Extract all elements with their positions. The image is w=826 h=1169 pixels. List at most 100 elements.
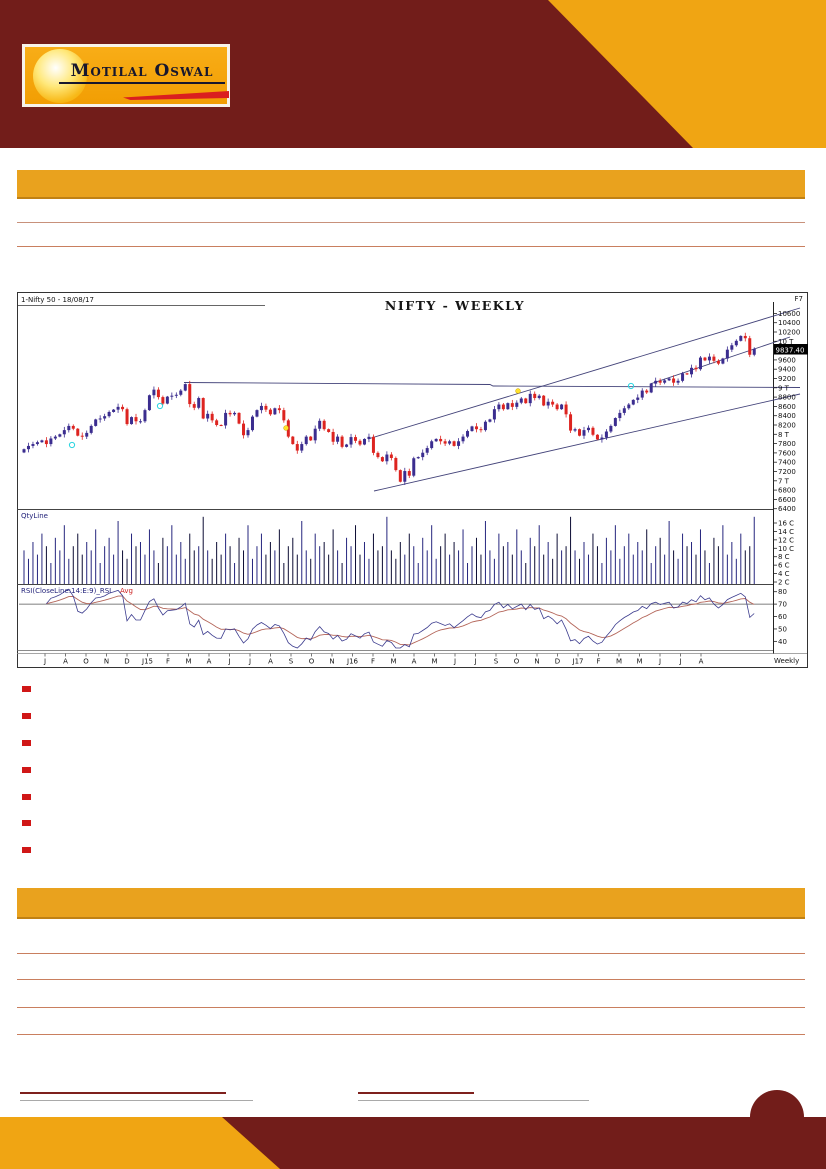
x-tick-label: M bbox=[616, 658, 622, 666]
price-tick-label: 10200 bbox=[778, 329, 800, 337]
price-tick-label: 7400 bbox=[778, 459, 796, 467]
candle-body bbox=[282, 410, 286, 421]
candle-body bbox=[165, 396, 169, 404]
candle-body bbox=[613, 418, 617, 426]
signature-underline-left bbox=[20, 1100, 253, 1101]
candle-body bbox=[376, 452, 380, 458]
cyan-circle-marker bbox=[68, 441, 76, 449]
candle-body bbox=[40, 440, 44, 443]
price-tick-label: 8200 bbox=[778, 422, 796, 430]
candle-body bbox=[138, 421, 142, 423]
rsi-avg-line bbox=[46, 595, 755, 646]
candle-body bbox=[125, 409, 129, 425]
candle-body bbox=[466, 431, 470, 437]
candle-body bbox=[246, 430, 250, 436]
candle-body bbox=[103, 416, 107, 419]
candle-body bbox=[98, 418, 102, 420]
candle-body bbox=[80, 435, 84, 437]
cyan-circle-marker bbox=[156, 402, 164, 410]
candle-body bbox=[224, 412, 228, 426]
bullet-square-icon bbox=[22, 820, 31, 827]
candle-body bbox=[461, 436, 465, 442]
candle-body bbox=[206, 413, 210, 419]
rsi-tick-label: 60 bbox=[778, 613, 787, 621]
candle-body bbox=[318, 420, 322, 429]
volume-tick-label: 16 C bbox=[778, 520, 794, 528]
candle-body bbox=[578, 429, 582, 436]
candle-body bbox=[58, 434, 62, 437]
candle-body bbox=[188, 384, 192, 405]
candle-body bbox=[712, 356, 716, 361]
candle-body bbox=[26, 445, 30, 450]
candle-body bbox=[116, 406, 120, 410]
candle-body bbox=[622, 408, 626, 413]
price-tick-label: 8800 bbox=[778, 394, 796, 402]
candle-body bbox=[304, 436, 308, 445]
candle-body bbox=[76, 428, 80, 436]
price-tick-label: 10400 bbox=[778, 319, 800, 327]
x-tick-label: A bbox=[412, 658, 417, 666]
price-tick-label: 8400 bbox=[778, 412, 796, 420]
candle-body bbox=[380, 457, 384, 462]
candle-body bbox=[443, 441, 447, 444]
candle-body bbox=[362, 438, 366, 445]
bullet-square-icon bbox=[22, 766, 31, 773]
candle-body bbox=[515, 402, 519, 407]
logo-text: Motilal Oswal bbox=[59, 61, 225, 84]
candle-body bbox=[94, 419, 98, 426]
candle-body bbox=[49, 438, 53, 445]
candle-body bbox=[416, 457, 420, 459]
signature-underline-middle bbox=[358, 1100, 589, 1101]
candle-body bbox=[595, 434, 599, 440]
x-tick-label: A bbox=[63, 658, 68, 666]
candle-body bbox=[161, 397, 165, 404]
x-tick-label: A bbox=[699, 658, 704, 666]
price-tick-label: 10600 bbox=[778, 310, 800, 318]
x-tick-label: J bbox=[658, 658, 661, 666]
x-tick-label: D bbox=[555, 658, 560, 666]
trendline-upper-channel bbox=[367, 307, 801, 440]
candle-body bbox=[716, 360, 720, 364]
bullet-item bbox=[0, 685, 826, 712]
nifty-weekly-chart: 1-Nifty 50 - 18/08/17 NIFTY - WEEKLY F 7 … bbox=[17, 292, 808, 668]
candle-body bbox=[569, 414, 573, 431]
candle-body bbox=[277, 408, 281, 411]
candle-body bbox=[152, 389, 156, 396]
x-tick-label: M bbox=[390, 658, 396, 666]
volume-pane-label: QtyLine bbox=[21, 512, 48, 520]
candle-body bbox=[425, 448, 429, 453]
candle-body bbox=[743, 335, 747, 339]
candle-body bbox=[228, 412, 232, 415]
bullet-square-icon bbox=[22, 686, 31, 692]
candle-body bbox=[519, 398, 523, 403]
volume-series bbox=[23, 516, 755, 584]
candle-body bbox=[685, 373, 689, 375]
candle-body bbox=[528, 393, 532, 404]
signal-markers bbox=[68, 382, 635, 449]
last-price-value: 9837.40 bbox=[776, 347, 805, 355]
x-axis-labels: J A O N D J15 F M A J J A S O N J16 F M A M J J S O N D J17 F M M J J A bbox=[43, 653, 704, 666]
candle-body bbox=[609, 425, 613, 432]
last-price-box bbox=[774, 344, 808, 355]
candle-body bbox=[600, 437, 604, 440]
candle-body bbox=[197, 398, 201, 408]
candle-body bbox=[156, 389, 160, 398]
x-tick-label: F bbox=[596, 658, 600, 666]
candle-body bbox=[233, 412, 237, 415]
chart-fkey-label: F7 bbox=[795, 295, 803, 303]
candle-body bbox=[389, 454, 393, 459]
candle-body bbox=[694, 367, 698, 370]
candle-body bbox=[703, 357, 707, 361]
bullet-item bbox=[0, 793, 826, 820]
candle-body bbox=[183, 384, 187, 391]
candle-body bbox=[448, 441, 452, 444]
rsi-avg-label: Avg bbox=[120, 587, 133, 595]
table-rule-3 bbox=[17, 1007, 805, 1008]
candle-body bbox=[470, 426, 474, 432]
x-tick-label: A bbox=[207, 658, 212, 666]
candle-body bbox=[555, 404, 559, 410]
candle-body bbox=[667, 378, 671, 381]
price-tick-label: 6400 bbox=[778, 505, 796, 513]
candle-body bbox=[690, 367, 694, 375]
